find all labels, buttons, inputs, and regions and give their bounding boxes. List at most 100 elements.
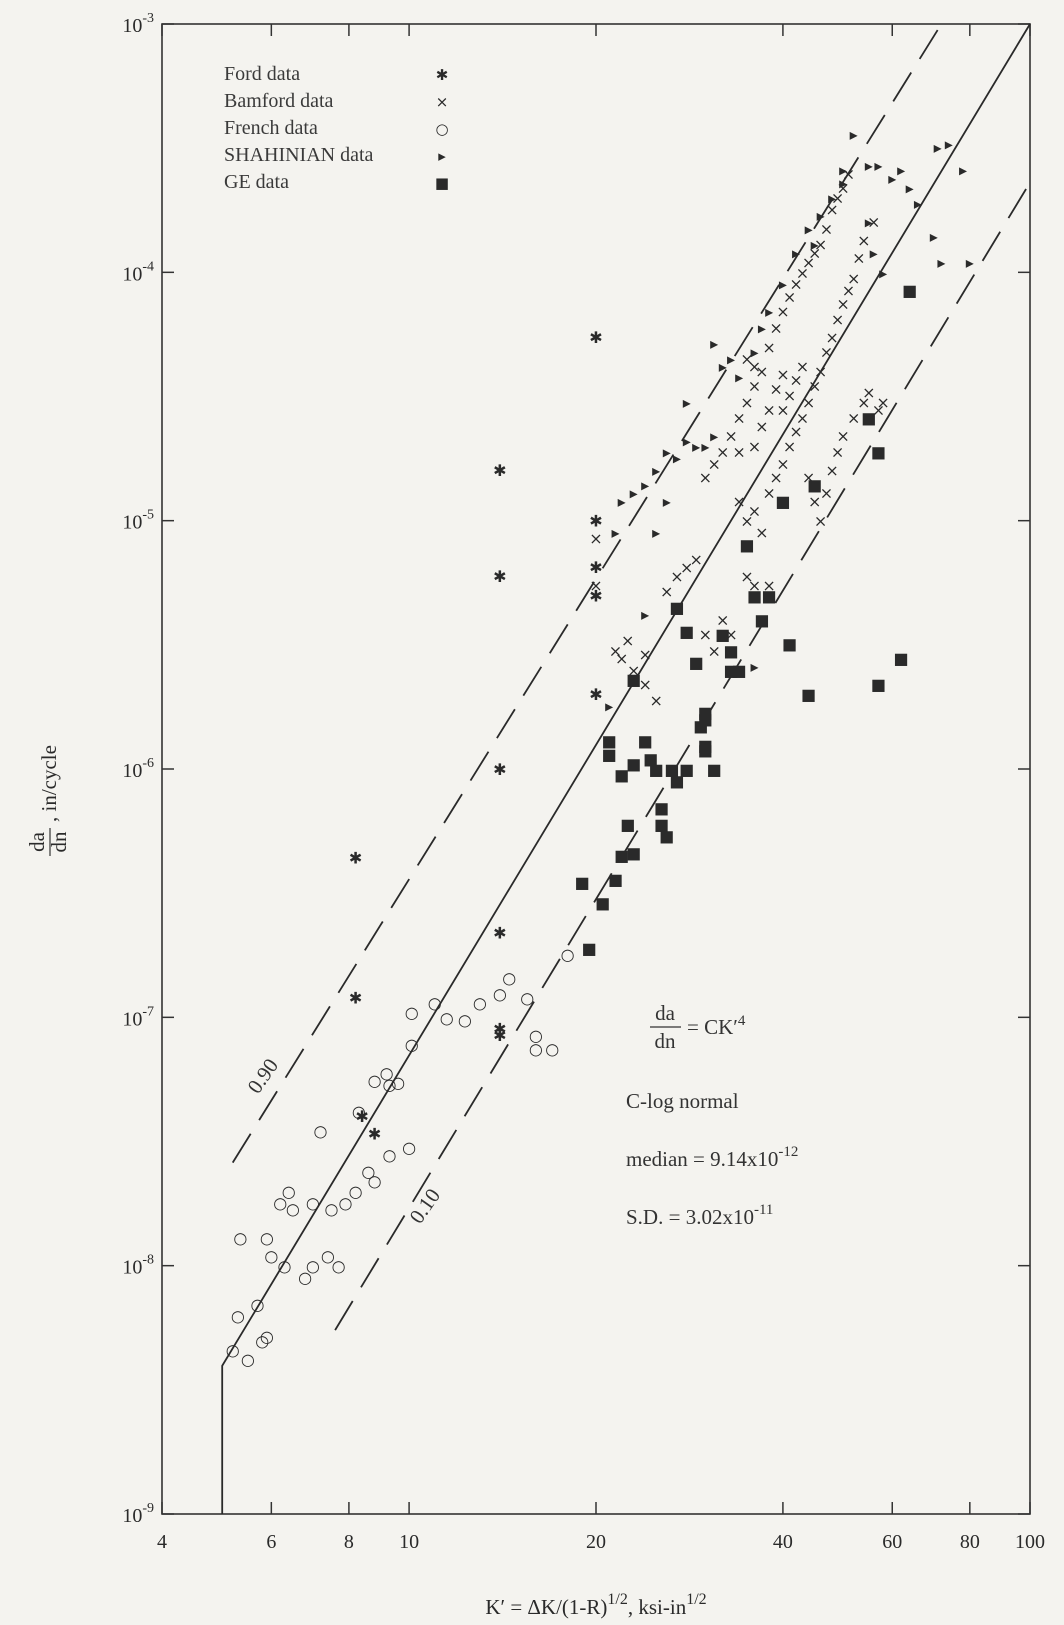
french-data-point: ○ bbox=[349, 1182, 363, 1201]
bamford-data-point: ⨯ bbox=[755, 417, 768, 436]
ge-data-point: ■ bbox=[754, 610, 769, 629]
bamford-data-point: ⨯ bbox=[783, 287, 796, 306]
bamford-data-point: ⨯ bbox=[724, 427, 737, 446]
shahinian-data-point: ▸ bbox=[906, 178, 914, 197]
bamford-data-point: ⨯ bbox=[732, 409, 745, 428]
legend-label-bamford-data: Bamford data bbox=[224, 90, 334, 112]
ge-data-point: ■ bbox=[595, 894, 610, 913]
bamford-data-point: ⨯ bbox=[769, 380, 782, 399]
ge-data-point: ■ bbox=[669, 598, 684, 617]
x-tick-label: 40 bbox=[773, 1531, 793, 1553]
french-data-point: ○ bbox=[278, 1257, 292, 1276]
bamford-data-point: ⨯ bbox=[748, 437, 761, 456]
bamford-data-point: ⨯ bbox=[762, 576, 775, 595]
bamford-data-point: ⨯ bbox=[589, 529, 602, 548]
ge-data-point: ■ bbox=[614, 846, 629, 865]
french-data-point: ○ bbox=[520, 989, 534, 1008]
bamford-data-point: ⨯ bbox=[621, 631, 634, 650]
ford-data-point: ✱ bbox=[589, 558, 602, 577]
ge-data-point: ■ bbox=[715, 625, 730, 644]
plot-area-frame bbox=[161, 23, 1031, 1515]
shahinian-data-point: ▸ bbox=[683, 432, 691, 451]
french-data-point: ○ bbox=[255, 1331, 269, 1350]
ford-data-point: ✱ bbox=[493, 923, 506, 942]
french-data-point: ○ bbox=[402, 1138, 416, 1157]
bamford-data-point: ⨯ bbox=[867, 213, 880, 232]
bamford-data-point: ⨯ bbox=[748, 501, 761, 520]
french-data-point: ○ bbox=[251, 1295, 265, 1314]
axis-ticks bbox=[161, 23, 1031, 1515]
ford-data-point: ✱ bbox=[493, 1020, 506, 1039]
french-data-point: ○ bbox=[273, 1193, 287, 1212]
ge-data-point: ■ bbox=[602, 732, 617, 751]
french-data-point: ○ bbox=[339, 1193, 353, 1212]
ge-data-point: ■ bbox=[654, 815, 669, 834]
shahinian-data-point: ▸ bbox=[673, 448, 681, 467]
bamford-data-point: ⨯ bbox=[862, 383, 875, 402]
french-data-point: ○ bbox=[458, 1011, 472, 1030]
bamford-data-point: ⨯ bbox=[755, 362, 768, 381]
shahinian-data-point: ▸ bbox=[663, 442, 671, 461]
ford-data-point: ✱ bbox=[589, 586, 602, 605]
bamford-data-point: ⨯ bbox=[802, 468, 815, 487]
x-axis-title: K′ = ΔK/(1-R)1/2, ksi-in1/2 bbox=[485, 1591, 706, 1619]
ford-data-point: ✱ bbox=[349, 989, 362, 1008]
shahinian-data-point: ▸ bbox=[839, 160, 847, 179]
bamford-data-point: ⨯ bbox=[796, 263, 809, 282]
legend-marker-bamford-data: ⨯ bbox=[436, 93, 449, 111]
ge-data-point: ■ bbox=[707, 760, 722, 779]
shahinian-data-point: ▸ bbox=[959, 160, 967, 179]
shahinian-data-point: ▸ bbox=[865, 213, 873, 232]
x-tick-labels: 4 6 8 10 20 40 60 80 100 bbox=[157, 1531, 1045, 1553]
bamford-data-point: ⨯ bbox=[776, 401, 789, 420]
ge-data-point: ■ bbox=[762, 586, 777, 605]
bamford-data-point: ⨯ bbox=[852, 248, 865, 267]
french-data-point: ○ bbox=[391, 1073, 405, 1092]
ge-data-point: ■ bbox=[679, 760, 694, 779]
ford-data-point: ✱ bbox=[589, 685, 602, 704]
ge-data-point: ■ bbox=[649, 760, 664, 779]
shahinian-data-point: ▸ bbox=[719, 357, 727, 376]
bamford-data-point: ⨯ bbox=[755, 523, 768, 542]
bamford-data-point: ⨯ bbox=[762, 401, 775, 420]
bamford-data-point: ⨯ bbox=[699, 468, 712, 487]
ge-data-point: ■ bbox=[698, 709, 713, 728]
ge-data-point: ■ bbox=[739, 536, 754, 555]
bamford-data-point: ⨯ bbox=[836, 294, 849, 313]
bamford-data-point: ⨯ bbox=[847, 409, 860, 428]
bamford-data-point: ⨯ bbox=[638, 645, 651, 664]
french-data-point: ○ bbox=[368, 1172, 382, 1191]
y-axis-title-numerator: da bbox=[25, 831, 49, 852]
line-median bbox=[221, 23, 1031, 1514]
bamford-data-point: ⨯ bbox=[762, 338, 775, 357]
x-tick-label: 8 bbox=[344, 1531, 354, 1553]
french-data-point: ○ bbox=[440, 1008, 454, 1027]
shahinian-data-point: ▸ bbox=[750, 657, 758, 676]
ge-data-point: ■ bbox=[747, 586, 762, 605]
shahinian-data-point: ▸ bbox=[945, 135, 953, 154]
y-tick-label: 10-3 bbox=[122, 11, 154, 37]
bamford-data-point: ⨯ bbox=[814, 512, 827, 531]
shahinian-data-point: ▸ bbox=[750, 342, 758, 361]
french-data-point: ○ bbox=[264, 1246, 278, 1265]
ge-data-point: ■ bbox=[732, 661, 747, 680]
shahinian-data-point: ▸ bbox=[828, 189, 836, 208]
bamford-data-point: ⨯ bbox=[769, 318, 782, 337]
french-data-point: ○ bbox=[286, 1199, 300, 1218]
shahinian-data-point: ▸ bbox=[641, 475, 649, 494]
french-data-point: ○ bbox=[314, 1122, 328, 1141]
bamford-data-point: ⨯ bbox=[820, 342, 833, 361]
ford-data-point: ✱ bbox=[589, 512, 602, 531]
shahinian-data-point: ▸ bbox=[839, 174, 847, 193]
y-tick-label: 10-6 bbox=[122, 756, 154, 782]
shahinian-data-point: ▸ bbox=[870, 244, 878, 263]
ge-data-point: ■ bbox=[643, 750, 658, 769]
french-data-point: ○ bbox=[428, 993, 442, 1012]
bamford-data-point: ⨯ bbox=[748, 357, 761, 376]
ford-data-point: ✱ bbox=[355, 1107, 368, 1126]
ford-data-point: ✱ bbox=[493, 461, 506, 480]
ge-data-point: ■ bbox=[582, 939, 597, 958]
shahinian-data-point: ▸ bbox=[930, 227, 938, 246]
bamford-data-point: ⨯ bbox=[836, 178, 849, 197]
y-tick-label: 10-4 bbox=[122, 259, 154, 285]
